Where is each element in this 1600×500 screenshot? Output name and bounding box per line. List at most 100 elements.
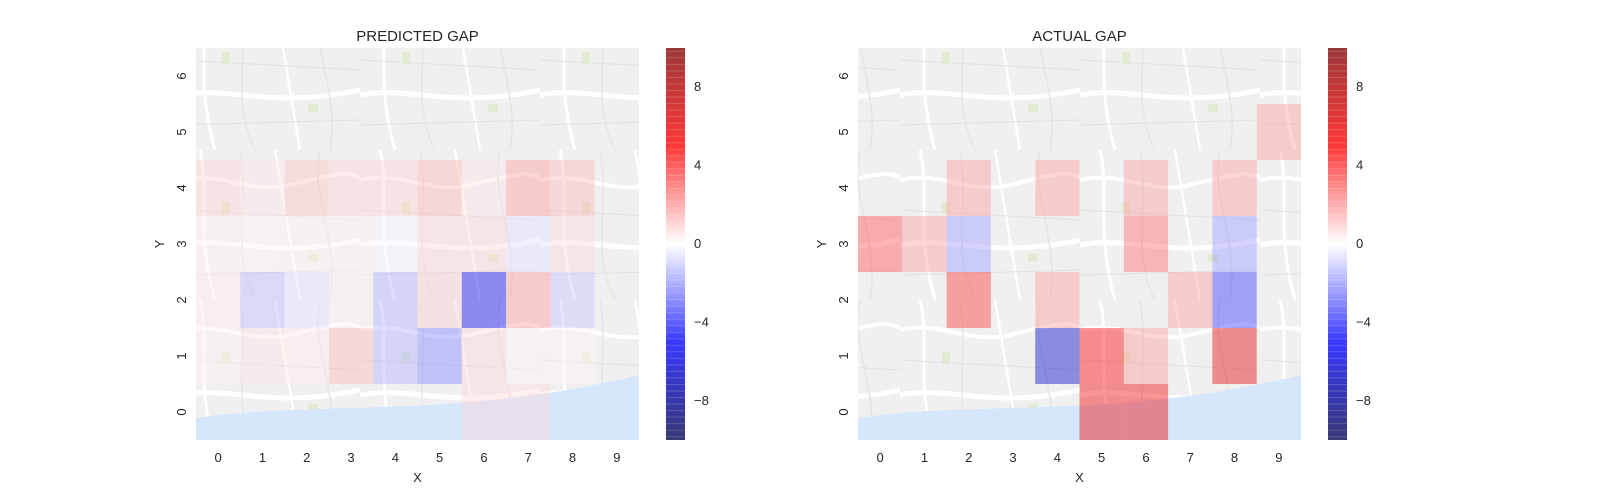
heatmap-cell bbox=[461, 328, 507, 384]
x-tick-label: 5 bbox=[436, 450, 443, 465]
heatmap-cell bbox=[550, 328, 595, 384]
colorbar-gradient bbox=[1328, 48, 1347, 440]
x-tick-label: 1 bbox=[921, 450, 928, 465]
colorbar-gradient bbox=[666, 48, 685, 440]
heatmap-cell bbox=[240, 328, 285, 384]
y-axis-label: Y bbox=[152, 239, 167, 248]
heatmap-cell bbox=[946, 160, 991, 216]
heatmap-cell bbox=[1035, 328, 1080, 384]
y-tick-label: 3 bbox=[836, 240, 851, 247]
heatmap-cell bbox=[1212, 160, 1257, 216]
y-tick-label: 4 bbox=[174, 184, 189, 191]
heatmap-cell bbox=[902, 216, 947, 272]
heatmap-cell bbox=[373, 160, 418, 216]
x-tick-label: 3 bbox=[1009, 450, 1016, 465]
heatmap-cell bbox=[284, 272, 329, 328]
heatmap-cell bbox=[1079, 328, 1124, 384]
heatmap-cell bbox=[284, 216, 329, 272]
chart-title: PREDICTED GAP bbox=[356, 28, 479, 45]
heatmap-cell bbox=[858, 216, 903, 272]
y-tick-label: 3 bbox=[174, 240, 189, 247]
river-shape bbox=[196, 375, 639, 440]
colorbar-tick-label: 0 bbox=[694, 236, 701, 251]
x-tick-label: 4 bbox=[392, 450, 399, 465]
heatmap-cell bbox=[196, 216, 241, 272]
heatmap-cell bbox=[240, 160, 285, 216]
x-tick-label: 8 bbox=[569, 450, 576, 465]
heatmap-cell bbox=[284, 160, 329, 216]
y-tick-label: 0 bbox=[836, 408, 851, 415]
x-axis-label: X bbox=[1075, 470, 1084, 485]
heatmap-cell bbox=[284, 328, 329, 384]
map-background bbox=[196, 48, 639, 440]
x-tick-label: 4 bbox=[1054, 450, 1061, 465]
x-tick-label: 9 bbox=[1275, 450, 1282, 465]
y-tick-label: 2 bbox=[174, 296, 189, 303]
heatmap-cell bbox=[417, 272, 462, 328]
x-tick-label: 7 bbox=[1187, 450, 1194, 465]
colorbar-tick-label: 0 bbox=[1356, 236, 1363, 251]
heatmap-cell bbox=[1123, 216, 1169, 272]
heatmap-cell bbox=[417, 216, 462, 272]
heatmap-cell bbox=[240, 216, 285, 272]
heatmap-cell bbox=[461, 160, 507, 216]
x-tick-label: 7 bbox=[525, 450, 532, 465]
heatmap-cell bbox=[506, 384, 551, 440]
heatmap-cell bbox=[550, 160, 595, 216]
heatmap-cell bbox=[196, 328, 241, 384]
heatmap-cell bbox=[373, 216, 418, 272]
colorbar-tick-label: −4 bbox=[1356, 314, 1371, 329]
heatmap-cell bbox=[1035, 272, 1080, 328]
heatmap-cell bbox=[1123, 328, 1169, 384]
heatmap-cell bbox=[1212, 328, 1257, 384]
colorbar-tick-label: 8 bbox=[694, 79, 701, 94]
heatmap-cell bbox=[328, 216, 374, 272]
heatmap-cell bbox=[1123, 384, 1169, 440]
colorbar-tick-label: −4 bbox=[694, 314, 709, 329]
heatmap-cell bbox=[1256, 104, 1301, 160]
heatmap-cell bbox=[196, 160, 241, 216]
x-tick-label: 6 bbox=[480, 450, 487, 465]
y-tick-label: 1 bbox=[174, 352, 189, 359]
map-background bbox=[858, 48, 1301, 440]
colorbar-tick-label: 8 bbox=[1356, 79, 1363, 94]
heatmap-cell bbox=[550, 216, 595, 272]
x-tick-label: 0 bbox=[877, 450, 884, 465]
colorbar-tick-label: 4 bbox=[694, 158, 701, 173]
heatmap-cell bbox=[506, 272, 551, 328]
heatmap-cell bbox=[1035, 160, 1080, 216]
y-tick-label: 6 bbox=[174, 72, 189, 79]
heatmap-cell bbox=[328, 328, 374, 384]
heatmap-cell bbox=[506, 328, 551, 384]
y-tick-label: 5 bbox=[174, 128, 189, 135]
heatmap-cell bbox=[417, 328, 462, 384]
heatmap-cell bbox=[328, 160, 374, 216]
x-tick-label: 0 bbox=[215, 450, 222, 465]
heatmap-cell bbox=[461, 216, 507, 272]
heatmap-cell bbox=[461, 272, 507, 328]
heatmap-cell bbox=[1212, 216, 1257, 272]
x-tick-label: 2 bbox=[965, 450, 972, 465]
heatmap-cell bbox=[373, 328, 418, 384]
heatmap-cell bbox=[1123, 160, 1169, 216]
heatmap-cell bbox=[506, 216, 551, 272]
x-tick-label: 3 bbox=[347, 450, 354, 465]
x-tick-label: 2 bbox=[303, 450, 310, 465]
y-tick-label: 1 bbox=[836, 352, 851, 359]
heatmap-cell bbox=[373, 272, 418, 328]
colorbar: 8 4 0 −4 −8 bbox=[666, 48, 709, 440]
colorbar: 8 4 0 −4 −8 bbox=[1328, 48, 1371, 440]
colorbar-tick-label: −8 bbox=[694, 393, 709, 408]
heatmap-cell bbox=[196, 272, 241, 328]
heatmap-cell bbox=[550, 272, 595, 328]
y-axis-label: Y bbox=[814, 239, 829, 248]
y-tick-label: 4 bbox=[836, 184, 851, 191]
heatmap-cell bbox=[1212, 272, 1257, 328]
river-shape bbox=[858, 375, 1301, 440]
x-tick-label: 5 bbox=[1098, 450, 1105, 465]
chart-title: ACTUAL GAP bbox=[1032, 28, 1126, 45]
y-tick-label: 0 bbox=[174, 408, 189, 415]
heatmap-cell bbox=[506, 160, 551, 216]
